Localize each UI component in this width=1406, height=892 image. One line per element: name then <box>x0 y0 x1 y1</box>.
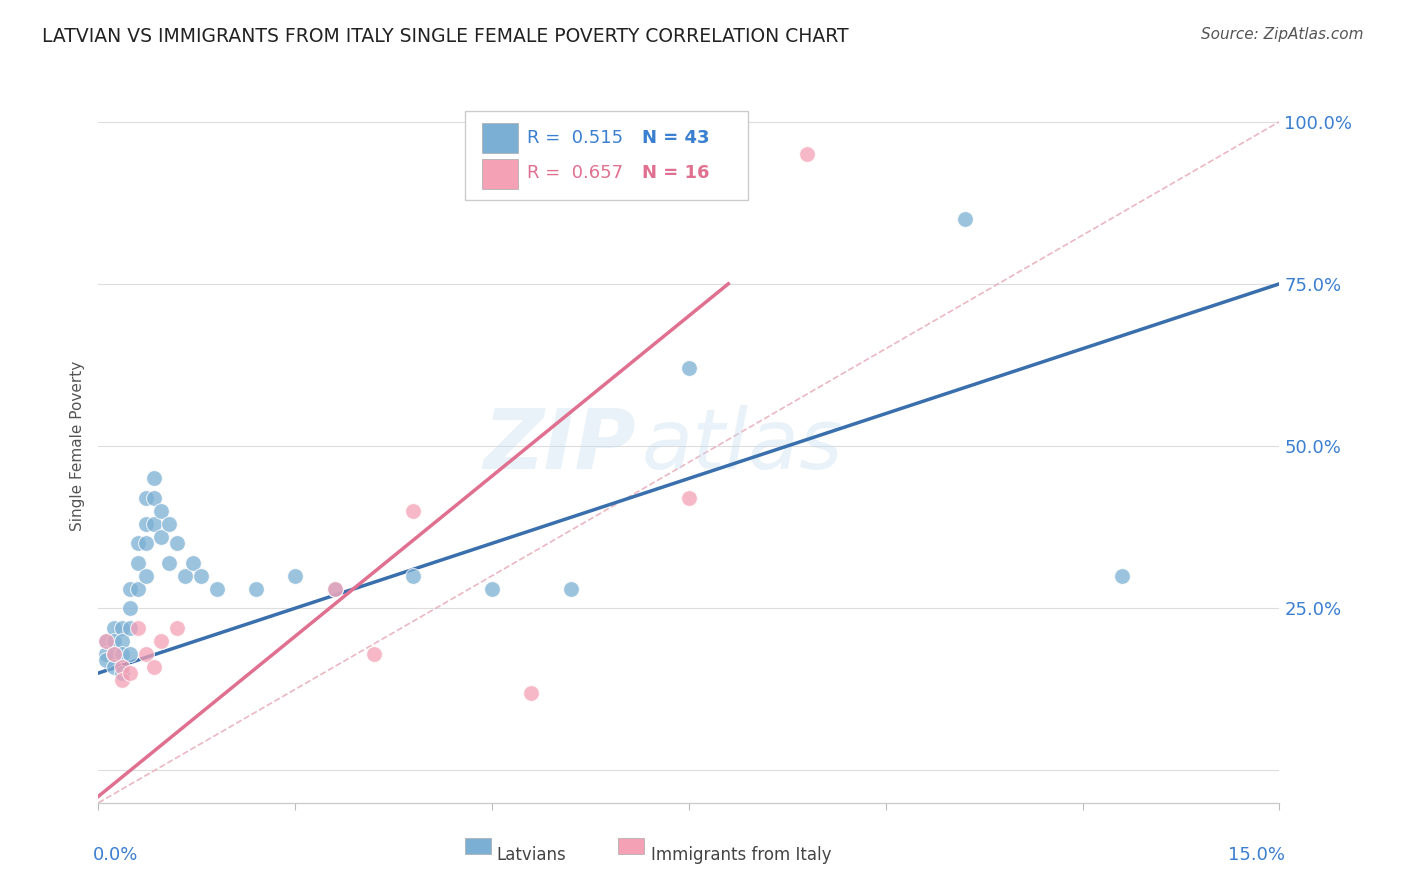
Text: 15.0%: 15.0% <box>1229 846 1285 863</box>
Point <box>135 568 157 582</box>
Point <box>118 647 141 661</box>
Point <box>481 582 503 596</box>
Point <box>284 568 307 582</box>
Text: LATVIAN VS IMMIGRANTS FROM ITALY SINGLE FEMALE POVERTY CORRELATION CHART: LATVIAN VS IMMIGRANTS FROM ITALY SINGLE … <box>42 27 849 45</box>
Point <box>96 633 118 648</box>
Point <box>103 633 125 648</box>
Point <box>103 621 125 635</box>
Point <box>181 556 204 570</box>
Bar <box>482 159 517 189</box>
FancyBboxPatch shape <box>464 111 748 200</box>
Point <box>96 633 118 648</box>
Point <box>560 582 582 596</box>
Point <box>142 471 165 485</box>
Point <box>96 653 118 667</box>
Text: atlas: atlas <box>641 406 844 486</box>
Point <box>678 361 700 376</box>
Point <box>157 516 180 531</box>
Point <box>150 504 173 518</box>
Point <box>111 647 134 661</box>
Point <box>174 568 197 582</box>
Point <box>796 147 818 161</box>
Point <box>678 491 700 505</box>
Point <box>111 666 134 681</box>
Point <box>520 685 543 699</box>
Point <box>150 633 173 648</box>
Point <box>111 673 134 687</box>
Point <box>323 582 346 596</box>
Point <box>111 659 134 673</box>
Bar <box>464 838 491 855</box>
Point <box>135 536 157 550</box>
Point <box>402 568 425 582</box>
Bar <box>619 838 644 855</box>
Point <box>1111 568 1133 582</box>
Point <box>157 556 180 570</box>
Text: R =  0.515: R = 0.515 <box>527 128 623 146</box>
Point <box>135 491 157 505</box>
Point <box>127 556 149 570</box>
Point <box>142 659 165 673</box>
Point <box>118 582 141 596</box>
Point <box>135 647 157 661</box>
Point <box>953 211 976 226</box>
Point <box>150 530 173 544</box>
Point <box>127 621 149 635</box>
Point <box>190 568 212 582</box>
Point <box>118 621 141 635</box>
Text: N = 16: N = 16 <box>641 164 709 182</box>
Text: 0.0%: 0.0% <box>93 846 138 863</box>
Point <box>402 504 425 518</box>
Text: R =  0.657: R = 0.657 <box>527 164 623 182</box>
Point <box>118 601 141 615</box>
Text: N = 43: N = 43 <box>641 128 709 146</box>
Point <box>103 659 125 673</box>
Point <box>127 536 149 550</box>
Text: Immigrants from Italy: Immigrants from Italy <box>651 846 831 863</box>
Point <box>205 582 228 596</box>
Point <box>118 666 141 681</box>
Point <box>142 491 165 505</box>
Point <box>103 647 125 661</box>
Point <box>245 582 267 596</box>
Text: ZIP: ZIP <box>484 406 636 486</box>
Point <box>363 647 385 661</box>
Text: Latvians: Latvians <box>496 846 567 863</box>
Point <box>103 647 125 661</box>
Point <box>135 516 157 531</box>
Point <box>127 582 149 596</box>
Point <box>111 633 134 648</box>
Point <box>142 516 165 531</box>
Y-axis label: Single Female Poverty: Single Female Poverty <box>70 361 86 531</box>
Point <box>166 621 188 635</box>
Point <box>96 647 118 661</box>
Text: Source: ZipAtlas.com: Source: ZipAtlas.com <box>1201 27 1364 42</box>
Point <box>111 621 134 635</box>
Point <box>323 582 346 596</box>
Bar <box>482 123 517 153</box>
Point <box>166 536 188 550</box>
